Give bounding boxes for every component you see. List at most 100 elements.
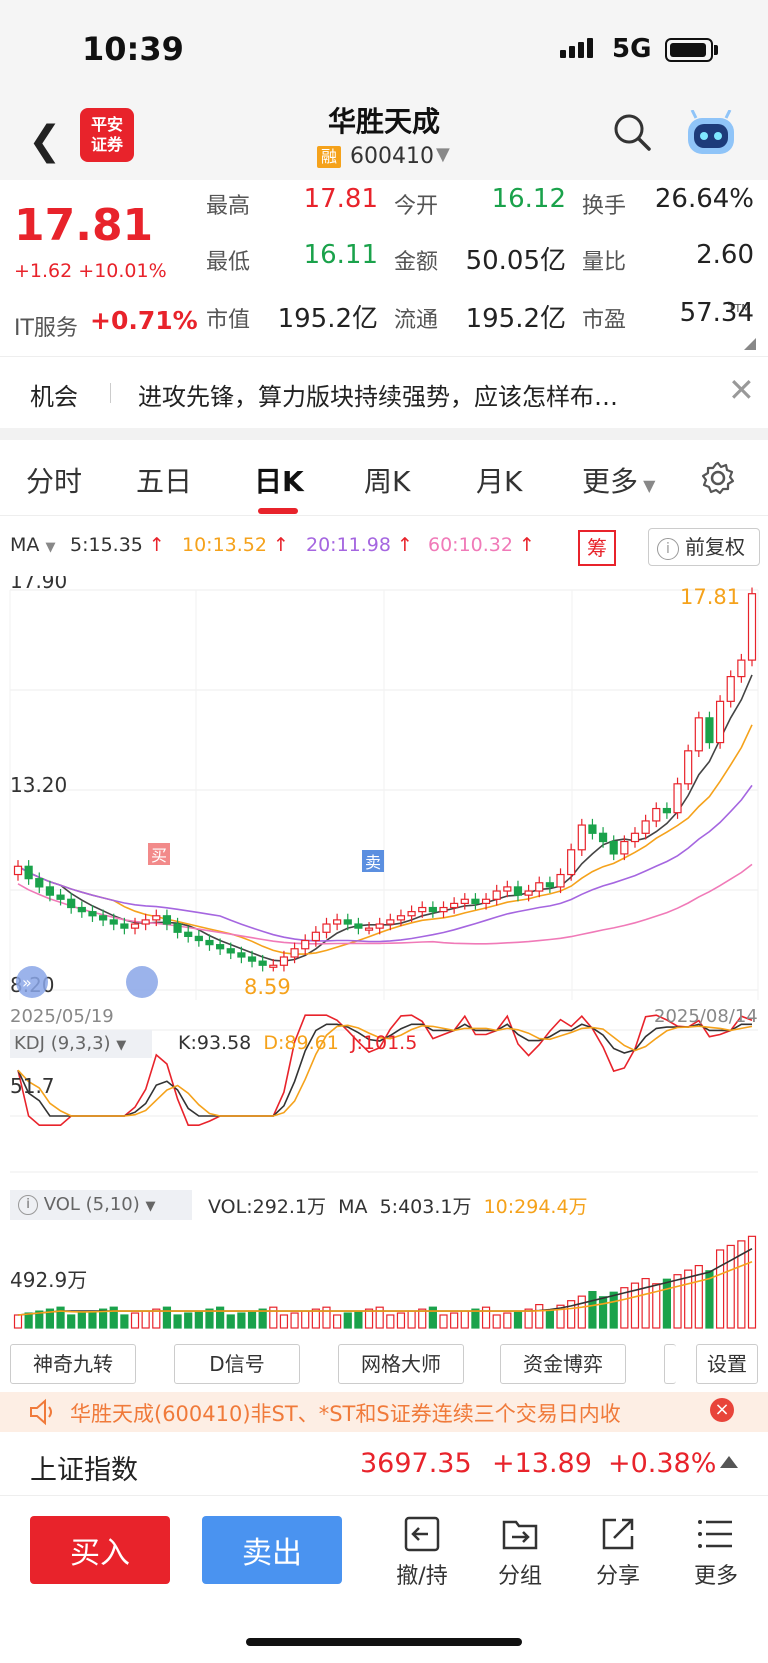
stock-name: 华胜天成 <box>327 105 440 138</box>
share-button[interactable]: 分享 <box>578 1514 658 1590</box>
cancel-hold-icon <box>404 1516 440 1552</box>
battery-icon <box>665 38 713 62</box>
tool-magic-nine[interactable]: 神奇九转 <box>10 1344 136 1384</box>
gear-icon[interactable] <box>700 460 736 496</box>
last-price: 17.81 <box>14 200 154 251</box>
y-axis-high: 17.90 <box>10 576 67 593</box>
sell-button[interactable]: 卖出 <box>202 1516 342 1584</box>
pe-label: 市盈 <box>582 308 627 333</box>
index-name: 上证指数 <box>30 1455 138 1486</box>
index-change: +13.89 <box>492 1448 592 1479</box>
buy-signal-box <box>148 843 170 865</box>
broker-logo: 平安 证券 <box>80 108 134 162</box>
tab-weekly-k[interactable]: 周K <box>364 465 411 498</box>
adjust-mode-button[interactable]: i 前复权 <box>648 528 760 566</box>
ma-selector[interactable]: MA ▼ <box>10 534 56 556</box>
volume-selector[interactable]: i VOL (5,10) ▼ <box>10 1190 192 1220</box>
group-button[interactable]: 分组 <box>480 1514 560 1590</box>
open-value: 16.12 <box>491 184 566 214</box>
tab-active-indicator <box>258 508 298 514</box>
market-cap-value: 195.2亿 <box>277 304 378 334</box>
ma-legend: MA ▼ 5:15.35 ↑ 10:13.52 ↑ 20:11.98 ↑ 60:… <box>0 516 768 576</box>
margin-badge: 融 <box>317 146 341 168</box>
turnover-value: 26.64% <box>654 184 754 214</box>
tab-more[interactable]: 更多 ▼ <box>582 465 656 498</box>
tab-monthly-k[interactable]: 月K <box>476 465 523 498</box>
close-icon[interactable]: × <box>710 1398 734 1422</box>
status-time: 10:39 <box>82 30 184 68</box>
turnover-label: 换手 <box>582 194 627 219</box>
chevron-down-icon[interactable]: ▼ <box>436 144 450 165</box>
tool-d-signal[interactable]: D信号 <box>174 1344 300 1384</box>
double-chevron-icon: » <box>22 973 32 992</box>
expand-up-icon[interactable] <box>720 1456 738 1468</box>
amount-value: 50.05亿 <box>465 246 566 276</box>
amount-label: 金额 <box>394 250 439 275</box>
speaker-icon <box>30 1398 52 1426</box>
volume-ratio-value: 2.60 <box>696 240 754 270</box>
volume-values: VOL:292.1万 MA 5:403.1万 10:294.4万 <box>208 1196 588 1218</box>
more-button[interactable]: 更多 <box>676 1514 756 1590</box>
header: ❮ 平安 证券 华胜天成 融 600410 ▼ <box>0 96 768 180</box>
candlesticks <box>13 587 757 972</box>
price-change: +1.62 +10.01% <box>14 260 167 282</box>
low-value: 16.11 <box>303 240 378 270</box>
tab-intraday[interactable]: 分时 <box>26 465 83 498</box>
tool-grid-master[interactable]: 网格大师 <box>338 1344 464 1384</box>
tool-more-clip[interactable] <box>664 1344 676 1384</box>
ma-lines <box>17 674 753 962</box>
kdj-selector[interactable]: KDJ (9,3,3) ▼ <box>10 1030 152 1058</box>
cancel-hold-button[interactable]: 撤/持 <box>382 1514 462 1590</box>
sell-signal-mark[interactable]: 卖 <box>365 853 381 872</box>
tool-fund-game[interactable]: 资金博弈 <box>500 1344 626 1384</box>
high-label: 最高 <box>206 194 251 219</box>
expand-corner-icon[interactable] <box>744 338 756 350</box>
volume-bars <box>13 1235 757 1329</box>
kdj-values: K:93.58 D:89.61 J:101.5 <box>178 1032 418 1054</box>
chip-distribution-button[interactable]: 筹 <box>578 530 616 566</box>
ma20-value: 20:11.98 ↑ <box>306 534 413 556</box>
kline-chart[interactable]: 17.90 13.20 8.20 17.81 8.59 2025/05/19 2… <box>0 576 768 1336</box>
end-date: 2025/08/14 <box>654 1006 758 1027</box>
news-tag: 机会 <box>30 383 78 411</box>
notice-text[interactable]: 华胜天成(600410)非ST、*ST和S证券连续三个交易日内收 <box>70 1402 621 1426</box>
index-ticker[interactable]: 上证指数 3697.35 +13.89 +0.38% <box>0 1432 768 1496</box>
volume-axis-label: 492.9万 <box>10 1268 87 1292</box>
pe-ttm-sup: TTM <box>728 302 751 315</box>
volume-ratio-label: 量比 <box>582 250 627 275</box>
index-value: 3697.35 <box>360 1448 472 1479</box>
scroll-left-icon[interactable] <box>16 966 48 998</box>
close-icon[interactable]: ✕ <box>728 371 755 409</box>
tool-settings[interactable]: 设置 <box>696 1344 758 1384</box>
assistant-robot-icon[interactable] <box>684 110 738 158</box>
buy-signal-mark[interactable]: 买 <box>151 846 167 865</box>
pe-value: 57.34 <box>679 298 754 328</box>
sell-signal-box <box>362 850 384 872</box>
quote-panel: 17.81 +1.62 +10.01% IT服务 +0.71% 最高 17.81… <box>0 180 768 356</box>
share-icon <box>602 1518 634 1550</box>
tab-daily-k[interactable]: 日K <box>254 465 304 498</box>
search-icon[interactable] <box>612 112 652 152</box>
period-tabs: 分时 五日 日K 周K 月K 更多 ▼ <box>0 440 768 516</box>
float-cap-value: 195.2亿 <box>465 304 566 334</box>
high-value: 17.81 <box>303 184 378 214</box>
signal-icon <box>560 38 596 58</box>
stock-code[interactable]: 600410 <box>350 144 434 169</box>
notice-bar[interactable]: 华胜天成(600410)非ST、*ST和S证券连续三个交易日内收 × <box>0 1392 768 1432</box>
status-bar <box>0 0 768 96</box>
chart-grid <box>9 589 759 1173</box>
back-icon[interactable]: ❮ <box>28 118 62 164</box>
sector-name[interactable]: IT服务 <box>14 316 78 341</box>
sector-change: +0.71% <box>90 306 198 335</box>
tab-five-day[interactable]: 五日 <box>136 465 193 498</box>
folder-icon <box>502 1520 538 1550</box>
volume-ma-lines <box>17 1247 753 1316</box>
news-bar[interactable]: 机会 进攻先锋，算力版块持续强势，应该怎样布… ✕ <box>0 356 768 428</box>
buy-button[interactable]: 买入 <box>30 1516 170 1584</box>
news-headline[interactable]: 进攻先锋，算力版块持续强势，应该怎样布… <box>138 383 618 411</box>
reset-view-icon[interactable] <box>126 966 158 998</box>
bottom-action-bar: 买入 卖出 撤/持 分组 分享 更多 <box>0 1496 768 1663</box>
menu-icon <box>698 1520 732 1548</box>
news-divider <box>110 383 111 403</box>
low-label: 最低 <box>206 250 251 275</box>
